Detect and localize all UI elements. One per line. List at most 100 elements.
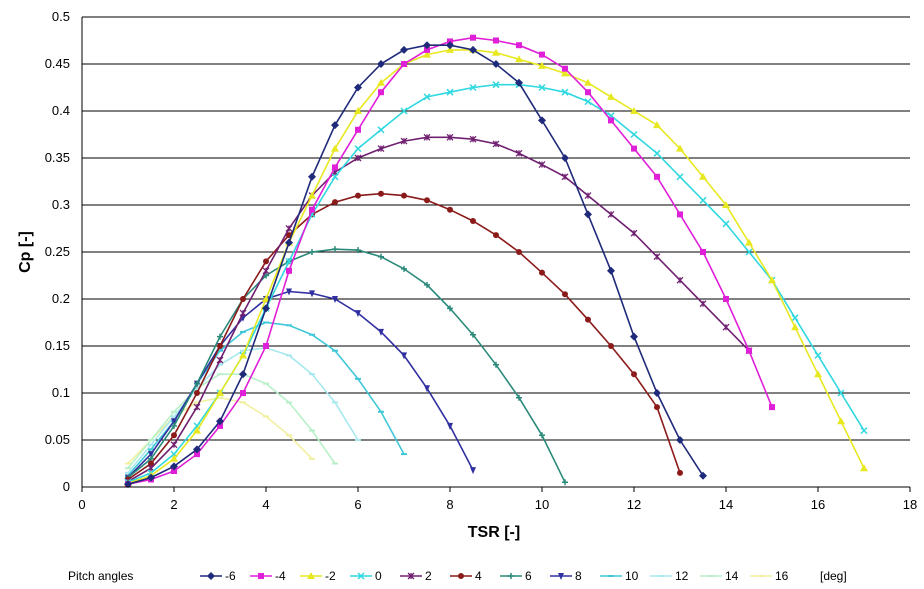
data-point xyxy=(860,427,868,435)
series-neg6 xyxy=(124,41,707,489)
data-point xyxy=(630,130,638,139)
data-point xyxy=(745,238,753,246)
series-16 xyxy=(125,396,315,465)
legend: Pitch angles -6 -4 -2 0 2 4 6 8 10 12 14 16 [deg] xyxy=(68,569,847,583)
series-8 xyxy=(125,288,476,482)
x-tick-label: 16 xyxy=(811,497,825,512)
data-point xyxy=(170,454,178,462)
data-point xyxy=(722,323,730,331)
y-tick-label: 0.45 xyxy=(45,56,70,71)
legend-label: 6 xyxy=(525,569,532,583)
data-point xyxy=(378,253,384,260)
legend-item: 4 xyxy=(450,569,482,583)
data-point xyxy=(676,144,684,152)
data-point xyxy=(470,331,476,338)
data-point xyxy=(423,41,431,50)
legend-item: -4 xyxy=(250,569,286,583)
data-point xyxy=(446,41,454,50)
legend-item: 8 xyxy=(550,569,582,583)
series-line xyxy=(127,396,313,465)
data-point xyxy=(562,65,568,72)
data-point xyxy=(447,422,453,430)
data-point xyxy=(653,121,661,129)
data-point xyxy=(216,417,224,426)
legend-title: Pitch angles xyxy=(68,569,133,583)
data-point xyxy=(469,83,477,92)
data-point xyxy=(285,225,293,232)
data-point xyxy=(539,432,545,439)
data-point xyxy=(309,249,315,255)
data-point xyxy=(516,394,522,401)
data-point xyxy=(562,291,568,298)
data-point xyxy=(585,316,591,323)
data-point xyxy=(193,445,201,454)
legend-label: 16 xyxy=(775,569,789,583)
data-point xyxy=(309,206,315,213)
data-point xyxy=(676,276,684,284)
data-point xyxy=(837,417,845,425)
data-point xyxy=(814,370,822,378)
data-point xyxy=(722,201,730,208)
data-point xyxy=(262,295,270,302)
series-line xyxy=(127,44,704,485)
data-point xyxy=(401,352,407,360)
data-point xyxy=(676,436,684,444)
data-point xyxy=(745,248,753,256)
series-2 xyxy=(124,133,753,485)
data-point xyxy=(354,145,362,153)
data-point xyxy=(516,249,522,255)
legend-item: -2 xyxy=(300,569,336,583)
data-point xyxy=(837,389,845,397)
data-point xyxy=(308,172,316,181)
data-point xyxy=(171,468,177,475)
data-point xyxy=(607,92,615,100)
legend-label: -2 xyxy=(325,569,336,583)
legend-label: 14 xyxy=(725,569,739,583)
data-point xyxy=(216,356,224,364)
data-point xyxy=(653,389,661,397)
x-tick-label: 12 xyxy=(627,497,641,512)
data-point xyxy=(676,173,684,181)
data-point xyxy=(400,45,408,54)
data-point xyxy=(217,422,223,429)
data-point xyxy=(332,246,338,253)
data-point xyxy=(470,34,476,41)
legend-item: 14 xyxy=(700,569,739,583)
data-point xyxy=(631,145,637,152)
data-point xyxy=(860,464,868,472)
data-point xyxy=(630,332,638,341)
data-point xyxy=(700,249,706,255)
data-point xyxy=(424,46,430,53)
legend-item: 0 xyxy=(350,569,382,583)
legend-item: 12 xyxy=(650,569,689,583)
data-point xyxy=(791,314,799,322)
data-point xyxy=(470,467,476,475)
x-tick-label: 0 xyxy=(78,497,85,512)
data-point xyxy=(492,48,500,56)
legend-item: 2 xyxy=(400,569,432,583)
x-tick-label: 8 xyxy=(446,497,453,512)
data-point xyxy=(699,300,707,308)
series-line xyxy=(127,347,359,474)
data-point xyxy=(332,296,338,303)
data-point xyxy=(355,192,361,199)
data-point xyxy=(584,210,592,219)
legend-label: 8 xyxy=(575,569,582,583)
data-point xyxy=(584,192,592,200)
legend-items: -6 -4 -2 0 2 4 6 8 10 12 14 16 xyxy=(200,569,789,583)
legend-label: -4 xyxy=(275,569,286,583)
data-point xyxy=(148,460,154,467)
data-point xyxy=(240,390,246,396)
y-axis-label: Cp [-] xyxy=(17,231,34,273)
data-point xyxy=(469,45,477,54)
data-point xyxy=(400,107,408,115)
x-axis-label: TSR [-] xyxy=(468,524,520,541)
data-point xyxy=(263,343,269,349)
data-point xyxy=(423,50,431,58)
y-tick-label: 0.1 xyxy=(52,385,70,400)
data-point xyxy=(194,380,200,387)
x-tick-label: 18 xyxy=(903,497,917,512)
legend-label: 0 xyxy=(375,569,382,583)
data-point xyxy=(470,217,476,224)
